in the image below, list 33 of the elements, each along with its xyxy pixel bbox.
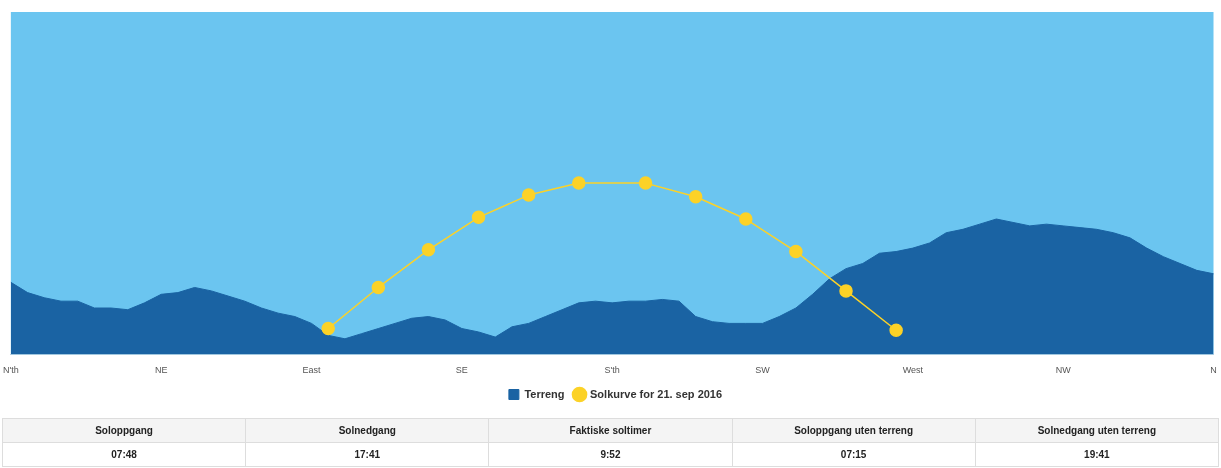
text: Solnedgang uten terreng [975,418,1219,443]
text: 19:41 [975,442,1219,467]
point [688,190,703,204]
text: 17:41 [245,442,489,467]
point [471,210,486,225]
point [421,243,436,257]
x-tick-label: West [902,365,924,376]
text: Faktiske soltimer [488,418,733,443]
text: Soloppgang [2,418,246,443]
x-tick-label: N [1210,365,1217,376]
point [889,323,903,337]
point [789,244,803,259]
x-tick-label: NW [1055,365,1072,376]
point [739,212,753,226]
x-tick-label: SE [455,365,468,376]
point [371,280,386,295]
text: 9:52 [488,442,733,467]
point [521,188,536,202]
x-tick-label: SW [755,365,771,376]
text: 07:15 [732,442,976,467]
x-tick-label: N'th [2,365,19,376]
point [572,176,586,190]
point [839,284,853,298]
x-tick-label: S'th [604,365,620,376]
legend-label: Terreng [524,387,565,400]
text: 07:48 [2,442,246,467]
text: Solnedgang [245,418,489,443]
x-tick-label: NE [154,365,168,376]
point [321,321,335,336]
legend-label: Solkurve for 21. sep 2016 [590,387,723,400]
text: Soloppgang uten terreng [732,418,976,443]
point [638,176,653,190]
x-tick-label: East [302,365,322,376]
